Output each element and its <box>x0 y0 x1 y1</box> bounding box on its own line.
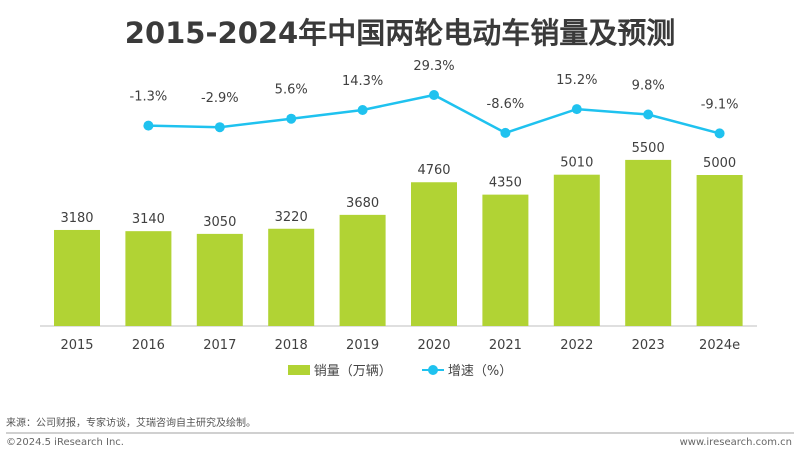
bar-label-2017: 3050 <box>203 215 236 230</box>
growth-point-2019 <box>357 105 368 115</box>
bar-label-2021: 4350 <box>489 176 522 191</box>
x-tick-2018: 2018 <box>275 338 308 353</box>
bar-2018 <box>268 228 315 326</box>
bar-2020 <box>411 182 457 326</box>
x-tick-2024e: 2024e <box>699 338 740 353</box>
legend-line-swatch <box>421 364 444 375</box>
bar-label-2019: 3680 <box>346 196 379 211</box>
x-tick-2016: 2016 <box>132 338 165 353</box>
bar-2017 <box>196 233 243 326</box>
growth-point-2021 <box>500 127 511 138</box>
growth-point-2020 <box>429 90 439 100</box>
copyright: ©2024.5 iResearch Inc. <box>6 437 124 448</box>
legend: 销量（万辆） 增速（%） <box>0 360 800 379</box>
legend-bar-swatch <box>287 364 310 375</box>
growth-label-2019: 14.3% <box>342 74 383 89</box>
bar-2021 <box>482 194 529 326</box>
x-tick-2023: 2023 <box>632 338 665 353</box>
x-tick-2020: 2020 <box>417 338 450 353</box>
bar-2016 <box>125 231 172 326</box>
website: www.iresearch.com.cn <box>679 437 792 448</box>
source-note: 来源：公司财报，专家访谈，艾瑞咨询自主研究及绘制。 <box>6 418 256 429</box>
bar-2019 <box>339 214 386 326</box>
growth-label-2024e: -9.1% <box>701 97 739 112</box>
growth-label-2021: -8.6% <box>487 97 525 112</box>
bar-2015 <box>54 229 100 326</box>
growth-point-2022 <box>571 104 582 115</box>
chart-title: 2015-2024年中国两轮电动车销量及预测 <box>124 16 676 50</box>
bar-label-2015: 3180 <box>60 211 93 226</box>
growth-point-2024e <box>714 128 725 139</box>
growth-point-2018 <box>286 113 297 124</box>
x-tick-2021: 2021 <box>489 338 522 353</box>
x-tick-2015: 2015 <box>60 338 93 353</box>
bar-label-2016: 3140 <box>132 212 165 227</box>
growth-point-2023 <box>643 109 654 120</box>
legend-bar-label: 销量（万辆） <box>313 364 392 379</box>
growth-label-2016: -1.3% <box>130 90 168 105</box>
legend-line-label: 增速（%） <box>447 364 513 379</box>
x-tick-2019: 2019 <box>346 338 379 353</box>
bar-2023 <box>625 159 672 326</box>
growth-label-2018: 5.6% <box>275 83 308 98</box>
bar-label-2020: 4760 <box>417 163 450 178</box>
bar-label-2023: 5500 <box>632 141 665 156</box>
x-tick-2022: 2022 <box>560 338 593 353</box>
x-tick-2017: 2017 <box>203 338 236 353</box>
growth-label-2023: 9.8% <box>632 79 665 94</box>
growth-point-2017 <box>214 122 225 133</box>
growth-label-2020: 29.3% <box>413 59 454 74</box>
growth-point-2016 <box>143 120 154 131</box>
bar-label-2022: 5010 <box>560 156 593 171</box>
bar-2022 <box>553 174 600 326</box>
footer-divider <box>6 432 794 434</box>
bar-2024e <box>696 175 743 326</box>
bar-label-2018: 3220 <box>275 210 308 225</box>
bar-label-2024e: 5000 <box>703 156 736 171</box>
growth-label-2022: 15.2% <box>556 73 597 88</box>
growth-label-2017: -2.9% <box>201 91 239 106</box>
